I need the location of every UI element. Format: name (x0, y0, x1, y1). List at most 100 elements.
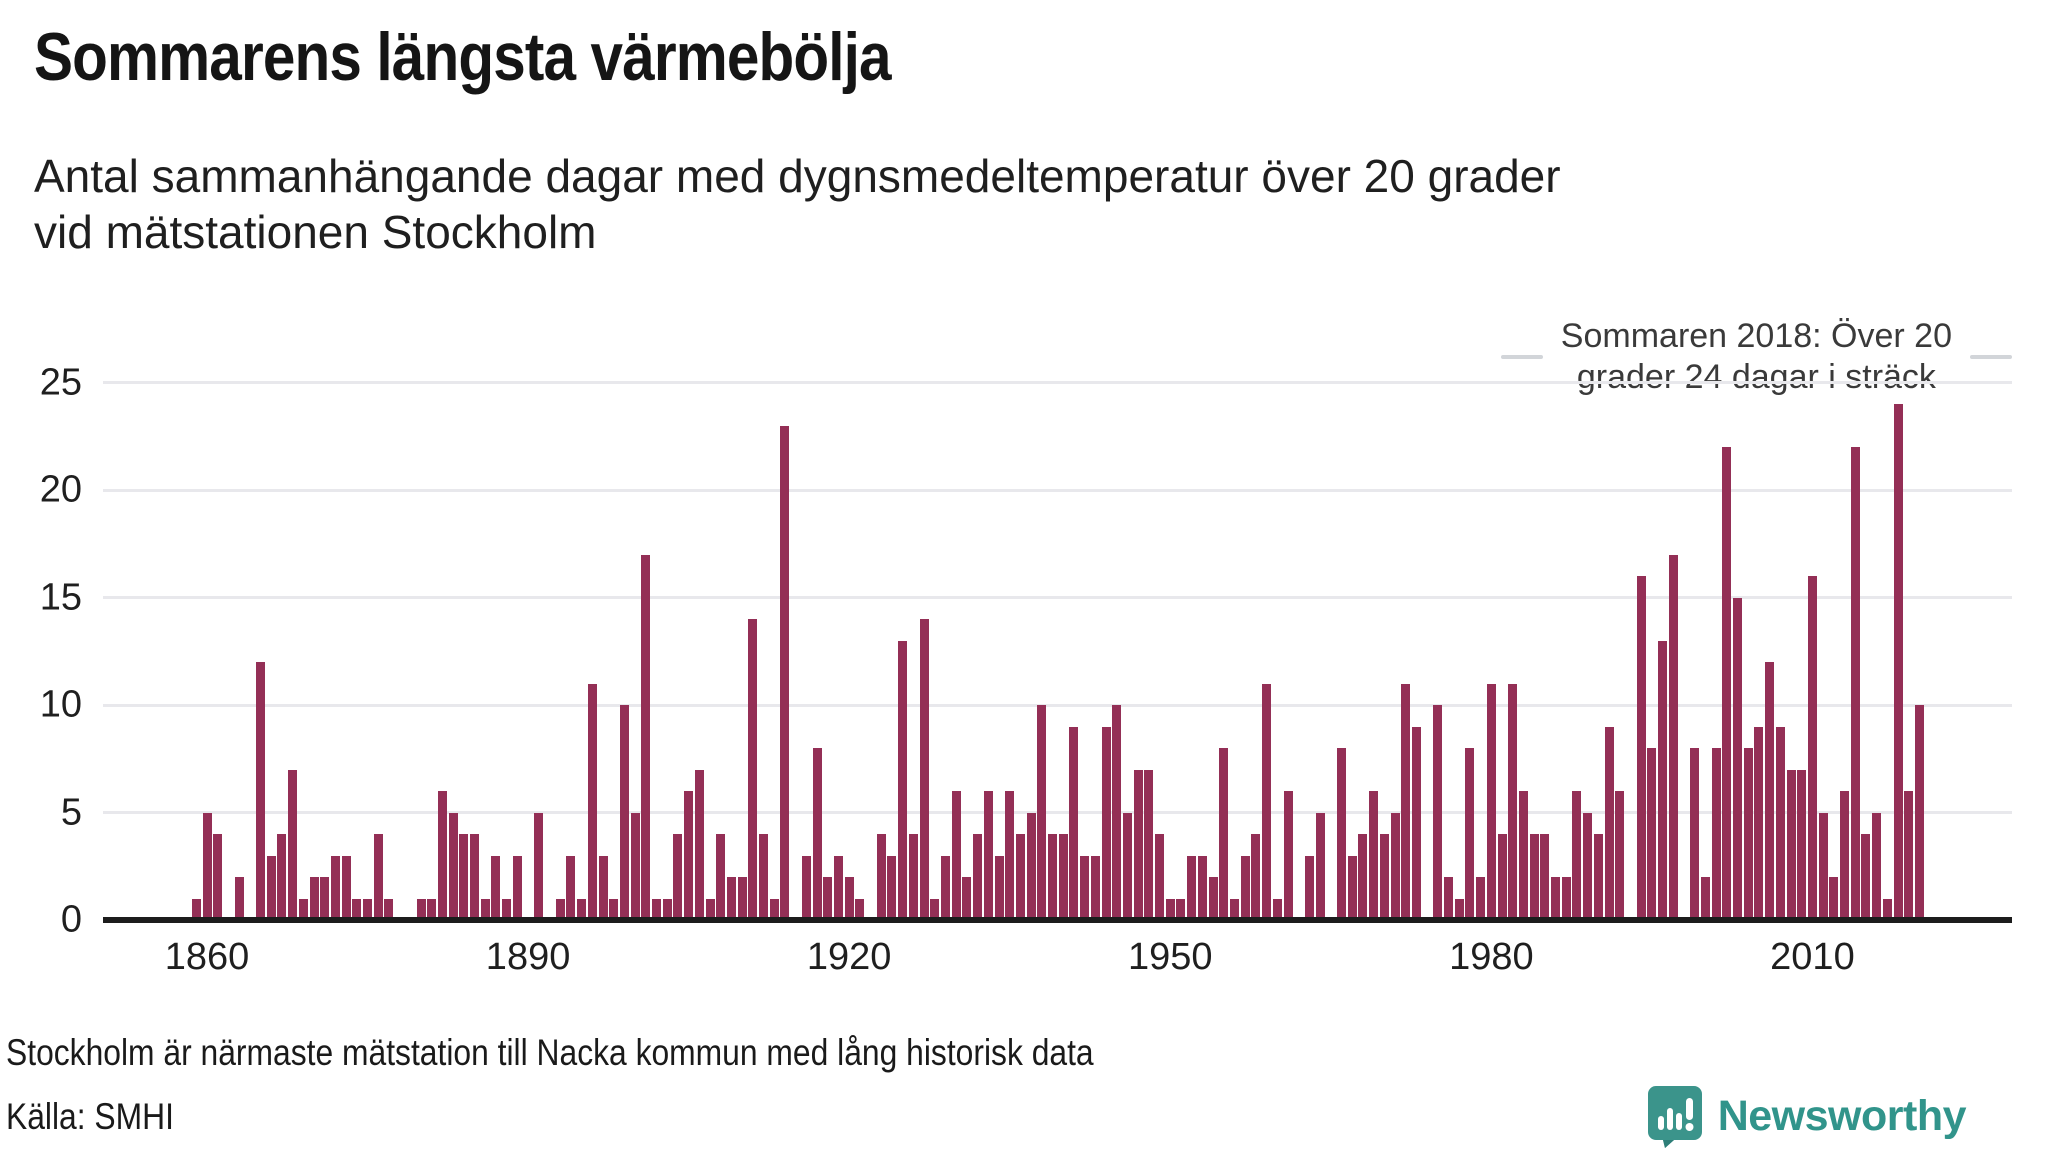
bar-1865 (256, 662, 265, 923)
bar-1991 (1604, 726, 1614, 923)
bar-2019 (1904, 791, 1914, 923)
bar-2003 (1733, 597, 1743, 923)
bar-1881 (427, 898, 437, 923)
bar-2001 (1711, 748, 1721, 923)
bar-1988 (1572, 791, 1582, 923)
bar-1980 (1486, 683, 1496, 923)
bar-1895 (577, 898, 587, 923)
bar-1887 (491, 855, 501, 923)
bar-1971 (1390, 812, 1400, 923)
bar-1960 (1272, 898, 1282, 923)
gridline-10 (103, 703, 2012, 707)
bar-2011 (1818, 812, 1828, 923)
bar-1866 (266, 855, 276, 923)
bar-1957 (1240, 855, 1250, 923)
bar-1903 (662, 898, 672, 923)
bar-1882 (437, 791, 447, 923)
y-axis-label-15: 15 (39, 576, 82, 618)
bar-2012 (1829, 877, 1839, 923)
bar-1910 (737, 877, 747, 923)
newsworthy-logo-icon (1646, 1084, 1704, 1148)
bar-1982 (1508, 683, 1518, 923)
bar-1880 (416, 898, 426, 923)
bar-1938 (1037, 705, 1047, 923)
bar-1963 (1304, 855, 1314, 923)
bar-1923 (876, 834, 886, 923)
bar-1990 (1593, 834, 1603, 923)
bar-1859 (191, 898, 201, 923)
bar-1911 (748, 619, 758, 923)
bar-1986 (1551, 877, 1561, 923)
bar-1873 (341, 855, 351, 923)
bar-1870 (309, 877, 319, 923)
bar-1908 (716, 834, 726, 923)
bar-1899 (619, 705, 629, 923)
bar-1869 (298, 898, 308, 923)
bar-1996 (1658, 640, 1668, 923)
bar-1914 (780, 425, 790, 923)
bar-2009 (1797, 769, 1807, 923)
bar-1876 (373, 834, 383, 923)
bar-1868 (288, 769, 298, 923)
bar-2004 (1743, 748, 1753, 923)
x-axis-label-1890: 1890 (485, 936, 571, 978)
bar-1867 (277, 834, 287, 923)
annotation-text: Sommaren 2018: Över 20 grader 24 dagar i… (1561, 316, 1952, 399)
bar-1917 (812, 748, 822, 923)
bar-1916 (801, 855, 811, 923)
bar-1984 (1529, 834, 1539, 923)
annotation-left-dash (1500, 355, 1543, 360)
bar-2020 (1914, 705, 1924, 923)
bar-1904 (673, 834, 683, 923)
annotation-2018: Sommaren 2018: Över 20 grader 24 dagar i… (1500, 316, 2012, 399)
footer-note: Stockholm är närmaste mätstation till Na… (6, 1032, 1094, 1073)
bar-1999 (1690, 748, 1700, 923)
bar-2006 (1765, 662, 1775, 923)
bar-1959 (1262, 683, 1272, 923)
bar-1934 (994, 855, 1004, 923)
subtitle-line-1: Antal sammanhängande dagar med dygnsmede… (34, 150, 1561, 202)
bar-2014 (1850, 447, 1860, 923)
bar-1944 (1101, 726, 1111, 923)
bar-1898 (609, 898, 619, 923)
annotation-line-1: Sommaren 2018: Över 20 (1560, 317, 1952, 355)
y-axis-label-25: 25 (39, 361, 82, 403)
bar-1968 (1358, 834, 1368, 923)
bar-1884 (459, 834, 469, 923)
bar-1976 (1444, 877, 1454, 923)
bar-1966 (1337, 748, 1347, 923)
bar-1932 (973, 834, 983, 923)
bar-1861 (213, 834, 223, 923)
bar-2000 (1700, 877, 1710, 923)
y-axis-label-0: 0 (60, 898, 82, 941)
newsworthy-logo-text: Newsworthy (1717, 1091, 1967, 1140)
annotation-line-2: grader 24 dagar i sträck (1576, 358, 1936, 397)
bar-1995 (1647, 748, 1657, 923)
bar-1977 (1454, 898, 1464, 923)
bar-1951 (1176, 898, 1186, 923)
bar-1909 (726, 877, 736, 923)
bar-1987 (1561, 877, 1571, 923)
bar-1939 (1048, 834, 1058, 923)
bar-1885 (470, 834, 480, 923)
gridline-5 (103, 811, 2012, 814)
bar-1921 (855, 898, 865, 923)
bar-1970 (1379, 834, 1389, 923)
bar-1941 (1069, 726, 1079, 923)
bar-1954 (1208, 877, 1218, 923)
bar-1942 (1080, 855, 1090, 923)
bar-1900 (630, 812, 640, 923)
bar-2017 (1882, 898, 1892, 923)
x-axis-label-1920: 1920 (806, 936, 892, 978)
bar-2010 (1807, 576, 1817, 923)
bar-1985 (1540, 834, 1550, 923)
bar-2015 (1861, 834, 1871, 923)
bar-1888 (502, 898, 512, 923)
bar-1961 (1283, 791, 1293, 923)
footer-source: Källa: SMHI (6, 1096, 174, 1137)
subtitle-line-2: vid mätstationen Stockholm (34, 206, 597, 259)
bar-1955 (1219, 748, 1229, 923)
bar-1947 (1133, 769, 1143, 923)
bar-1953 (1197, 855, 1207, 923)
x-axis-label-1980: 1980 (1449, 936, 1534, 978)
